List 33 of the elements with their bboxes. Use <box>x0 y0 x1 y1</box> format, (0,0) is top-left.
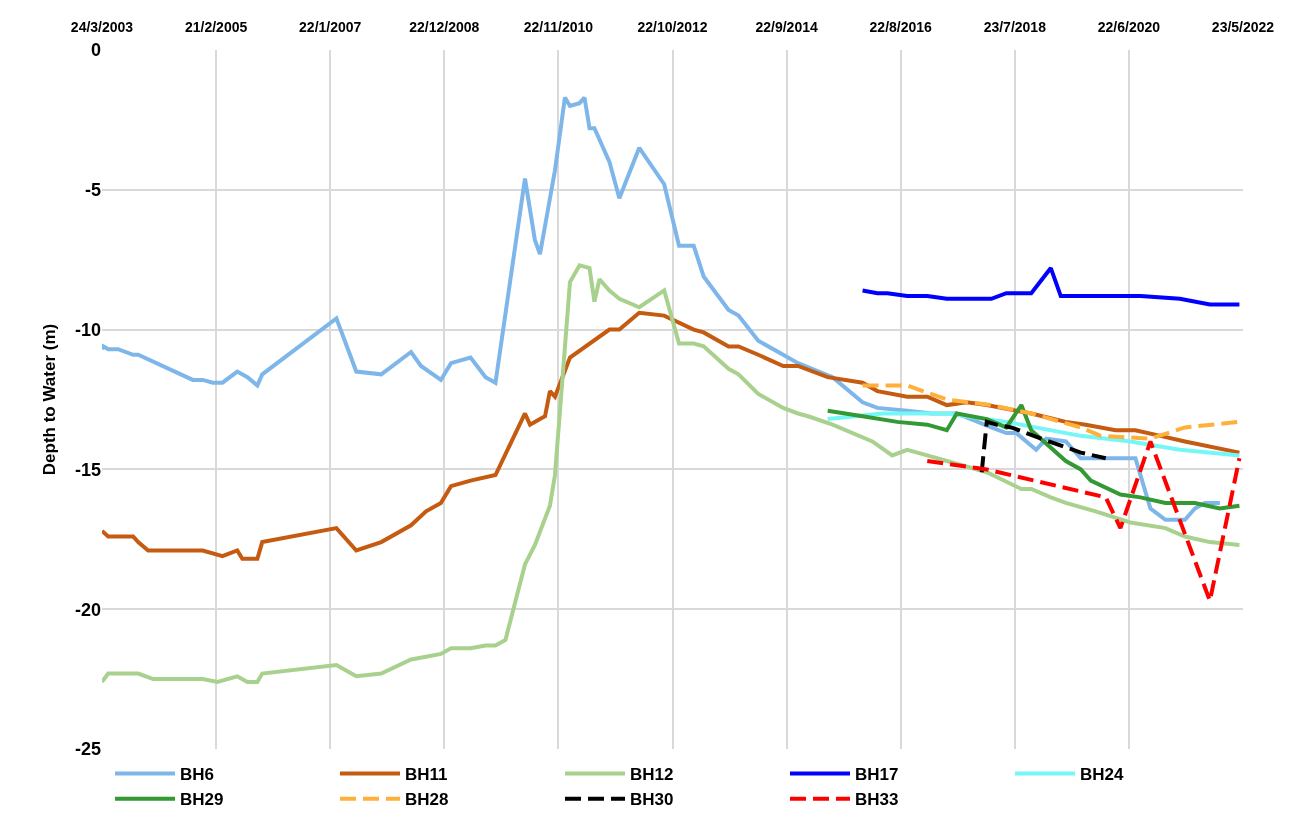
x-tick-label: 24/3/2003 <box>70 19 134 36</box>
y-tick-label: -5 <box>84 180 101 201</box>
line-series <box>102 95 1222 522</box>
x-tick-label: 22/11/2010 <box>523 19 594 36</box>
x-tick-label: 23/5/2022 <box>1211 19 1275 36</box>
x-tick-label: 22/10/2012 <box>637 19 708 36</box>
y-axis-title: Depth to Water (m) <box>39 323 59 476</box>
x-tick-label: 22/8/2016 <box>869 19 933 36</box>
legend-label: BH24 <box>1080 765 1125 785</box>
line-series <box>860 266 1242 307</box>
line-series <box>825 403 1242 511</box>
x-tick-label: 22/6/2020 <box>1097 19 1161 36</box>
legend-label: BH6 <box>180 765 215 785</box>
x-tick-label: 22/1/2007 <box>299 19 362 36</box>
y-tick-label: -15 <box>74 459 101 480</box>
legend-label: BH33 <box>855 790 899 810</box>
line-series <box>979 419 1108 475</box>
y-tick-label: -25 <box>74 739 101 760</box>
legend-label: BH30 <box>630 790 674 810</box>
x-tick-label: 22/9/2014 <box>755 19 818 36</box>
x-tick-label: 21/2/2005 <box>184 19 248 36</box>
legend-label: BH28 <box>405 790 449 810</box>
legend-label: BH12 <box>630 765 674 785</box>
legend-label: BH11 <box>405 765 448 785</box>
x-tick-label: 22/12/2008 <box>409 19 480 36</box>
y-tick-label: -10 <box>74 319 101 340</box>
line-series <box>102 263 1242 684</box>
legend-label: BH17 <box>855 765 899 785</box>
y-tick-label: 0 <box>90 40 101 61</box>
y-tick-label: -20 <box>74 599 101 620</box>
legend-label: BH29 <box>180 790 224 810</box>
x-tick-label: 23/7/2018 <box>983 19 1047 36</box>
line-series <box>102 310 1242 561</box>
